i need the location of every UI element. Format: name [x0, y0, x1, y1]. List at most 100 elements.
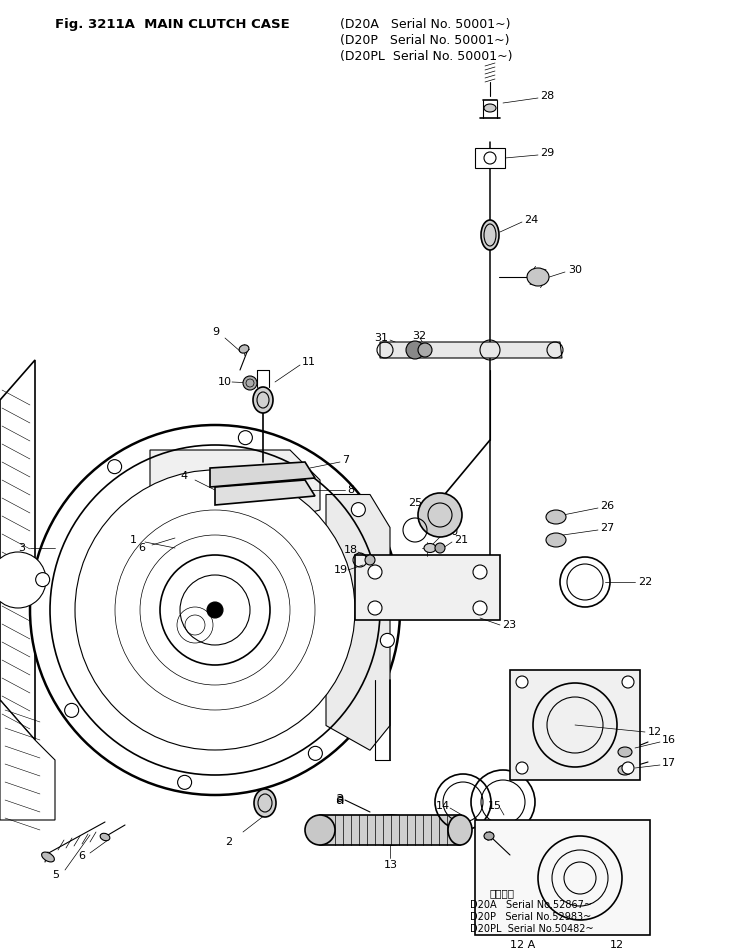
Ellipse shape [360, 815, 420, 845]
Ellipse shape [618, 747, 632, 757]
Circle shape [238, 430, 252, 445]
Circle shape [365, 555, 375, 565]
Circle shape [368, 565, 382, 579]
Circle shape [177, 775, 191, 789]
Polygon shape [0, 700, 55, 820]
Text: 12: 12 [648, 727, 662, 737]
Text: 6: 6 [78, 851, 85, 861]
Ellipse shape [481, 220, 499, 250]
Text: 23: 23 [502, 620, 516, 630]
Text: 28: 28 [540, 91, 554, 101]
Text: 7: 7 [342, 455, 349, 465]
Bar [355, 555, 500, 620]
Circle shape [622, 676, 634, 688]
Circle shape [473, 601, 487, 615]
Ellipse shape [253, 387, 273, 413]
Polygon shape [326, 494, 390, 750]
Circle shape [35, 572, 49, 586]
Ellipse shape [484, 104, 496, 112]
Bar [510, 670, 640, 780]
Text: 12 A: 12 A [510, 940, 535, 950]
Text: 29: 29 [540, 148, 554, 158]
Polygon shape [215, 480, 315, 505]
Text: 27: 27 [600, 523, 615, 533]
Text: 4: 4 [180, 471, 187, 481]
Bar [320, 815, 460, 845]
Text: 9: 9 [212, 327, 219, 337]
Text: 2: 2 [225, 837, 232, 847]
Polygon shape [380, 342, 562, 358]
Text: 16: 16 [662, 735, 676, 745]
Ellipse shape [546, 510, 566, 524]
Text: 12: 12 [610, 940, 624, 950]
Ellipse shape [239, 345, 249, 353]
Text: 8: 8 [347, 485, 354, 495]
Text: (D20A   Serial No. 50001~): (D20A Serial No. 50001~) [340, 18, 511, 31]
Text: 19: 19 [334, 565, 348, 575]
Text: (D20P   Serial No. 50001~): (D20P Serial No. 50001~) [340, 34, 509, 47]
Circle shape [435, 543, 445, 553]
Circle shape [207, 602, 223, 618]
Text: 25: 25 [408, 498, 422, 508]
Circle shape [243, 376, 257, 390]
Ellipse shape [527, 268, 549, 286]
Text: 3: 3 [18, 543, 25, 553]
Circle shape [75, 470, 355, 750]
Circle shape [30, 425, 400, 795]
Circle shape [516, 676, 528, 688]
Circle shape [418, 493, 462, 537]
Circle shape [516, 762, 528, 774]
Circle shape [381, 633, 394, 647]
Text: 14: 14 [436, 801, 450, 811]
Ellipse shape [448, 815, 472, 845]
Text: 5: 5 [52, 870, 59, 880]
Text: 11: 11 [302, 357, 316, 367]
Ellipse shape [100, 833, 110, 841]
Text: 26: 26 [600, 501, 614, 511]
Ellipse shape [546, 533, 566, 547]
Text: 15: 15 [488, 801, 502, 811]
Text: 適用号機: 適用号機 [490, 888, 515, 898]
Text: D20P   Serial No.52983~: D20P Serial No.52983~ [470, 912, 591, 922]
Ellipse shape [484, 832, 494, 840]
Circle shape [368, 601, 382, 615]
Text: D20A   Serial No.52867~: D20A Serial No.52867~ [470, 900, 592, 910]
Ellipse shape [424, 544, 436, 552]
Circle shape [0, 552, 46, 608]
Circle shape [473, 565, 487, 579]
Text: a: a [335, 791, 344, 805]
Text: 20: 20 [444, 527, 458, 537]
Text: 31: 31 [374, 333, 388, 343]
Circle shape [406, 341, 424, 359]
Polygon shape [0, 360, 35, 740]
Text: (D20PL  Serial No. 50001~): (D20PL Serial No. 50001~) [340, 50, 512, 63]
Circle shape [622, 762, 634, 774]
Ellipse shape [254, 789, 276, 817]
Text: 24: 24 [524, 215, 538, 225]
Circle shape [418, 343, 432, 357]
Bar [475, 820, 650, 935]
Ellipse shape [305, 815, 335, 845]
Text: 32: 32 [412, 331, 426, 341]
Circle shape [308, 746, 322, 761]
Circle shape [65, 704, 79, 718]
Text: 6: 6 [138, 543, 145, 553]
Text: 21: 21 [454, 535, 468, 545]
Text: 13: 13 [384, 860, 398, 870]
Ellipse shape [42, 852, 54, 862]
Text: Fig. 3211A  MAIN CLUTCH CASE: Fig. 3211A MAIN CLUTCH CASE [55, 18, 290, 31]
Text: a: a [335, 793, 344, 807]
Text: 10: 10 [218, 377, 232, 387]
Polygon shape [150, 450, 320, 520]
Circle shape [351, 503, 365, 517]
Text: 30: 30 [568, 265, 582, 275]
Circle shape [107, 460, 121, 474]
Ellipse shape [618, 765, 632, 775]
Text: 18: 18 [344, 545, 358, 555]
Text: 22: 22 [638, 577, 652, 587]
Text: D20PL  Serial No.50482~: D20PL Serial No.50482~ [470, 924, 594, 934]
Text: 1: 1 [130, 535, 137, 545]
Bar [475, 148, 505, 168]
Text: 17: 17 [662, 758, 676, 768]
Polygon shape [210, 462, 315, 487]
